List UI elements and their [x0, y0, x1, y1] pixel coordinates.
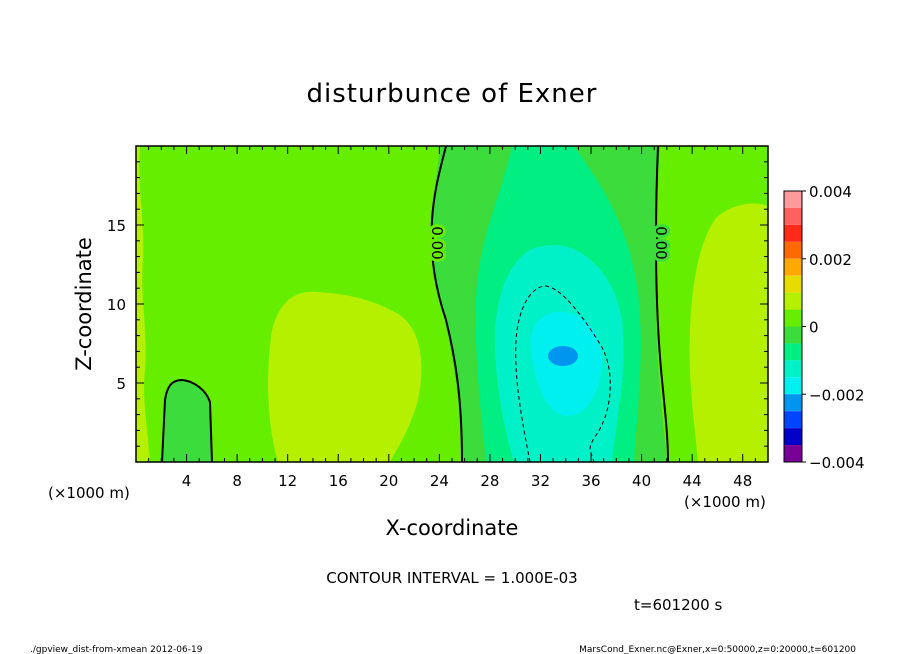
x-tick-label: 28	[480, 472, 499, 490]
colorbar-level	[784, 360, 802, 378]
colorbar-ticks: 0.004 0.002 0 −0.002 −0.004	[802, 183, 865, 472]
x-tick-label: 24	[430, 472, 449, 490]
y-axis-ticks: 5 10 15	[107, 161, 768, 447]
colorbar-level	[784, 411, 802, 429]
field-region-right-band	[689, 203, 768, 462]
colorbar-tick-label: −0.004	[809, 454, 865, 472]
colorbar-level	[784, 326, 802, 344]
colorbar-level	[784, 191, 802, 208]
x-tick-label: 40	[632, 472, 651, 490]
colorbar-level	[784, 445, 802, 462]
colorbar-tick-label: 0.002	[809, 251, 852, 269]
colorbar-level	[784, 309, 802, 327]
x-tick-label: 48	[733, 472, 752, 490]
x-tick-label: 20	[379, 472, 398, 490]
colorbar-level	[784, 241, 802, 259]
colorbar-level	[784, 224, 802, 242]
contour-label-right: 0.00	[652, 226, 670, 259]
colorbar-level	[784, 258, 802, 276]
y-tick-label: 5	[116, 375, 126, 393]
colorbar-level	[784, 428, 802, 446]
x-tick-label: 44	[683, 472, 702, 490]
x-axis-label: X-coordinate	[386, 516, 519, 540]
y-tick-label: 10	[107, 296, 126, 314]
colorbar-level	[784, 343, 802, 361]
colorbar-level	[784, 207, 802, 225]
y-tick-label: 15	[107, 217, 126, 235]
colorbar	[784, 191, 802, 462]
contour-line-negative	[515, 285, 611, 462]
colorbar-tick-label: 0.004	[809, 183, 852, 201]
contour-line-lower-left	[161, 378, 213, 462]
field-region-left-center	[268, 291, 422, 462]
x-axis-ticks: 4 8 12 16 20 24 28 32 36 40 44 48	[148, 146, 756, 490]
chart-title: disturbunce of Exner	[307, 79, 598, 109]
field-region-lower-left	[162, 380, 212, 462]
x-tick-label: 16	[329, 472, 348, 490]
contour-line-zero-right	[654, 146, 669, 462]
contour-label-left: 0.00	[428, 226, 446, 259]
x-tick-label: 12	[278, 472, 297, 490]
x-unit-right: (×1000 m)	[684, 493, 766, 511]
x-tick-label: 36	[581, 472, 600, 490]
x-tick-label: 32	[531, 472, 550, 490]
y-axis-label: Z-coordinate	[72, 237, 96, 371]
colorbar-level	[784, 394, 802, 412]
field-region-plume-min	[548, 346, 578, 366]
colorbar-level	[784, 275, 802, 293]
colorbar-tick-label: −0.002	[809, 386, 865, 404]
colorbar-level	[784, 377, 802, 395]
footer-right: MarsCond_Exner.nc@Exner,x=0:50000,z=0:20…	[579, 645, 856, 654]
contour-line-zero-left	[430, 146, 463, 462]
x-tick-label: 4	[182, 472, 192, 490]
colorbar-tick-label: 0	[809, 319, 819, 337]
footer-left: ./gpview_dist-from-xmean 2012-06-19	[30, 645, 203, 654]
time-label: t=601200 s	[634, 596, 722, 614]
x-unit-left: (×1000 m)	[48, 484, 130, 502]
colorbar-level	[784, 292, 802, 310]
plot-area	[136, 146, 768, 462]
contour-interval: CONTOUR INTERVAL = 1.000E-03	[326, 569, 577, 587]
x-tick-label: 8	[232, 472, 242, 490]
